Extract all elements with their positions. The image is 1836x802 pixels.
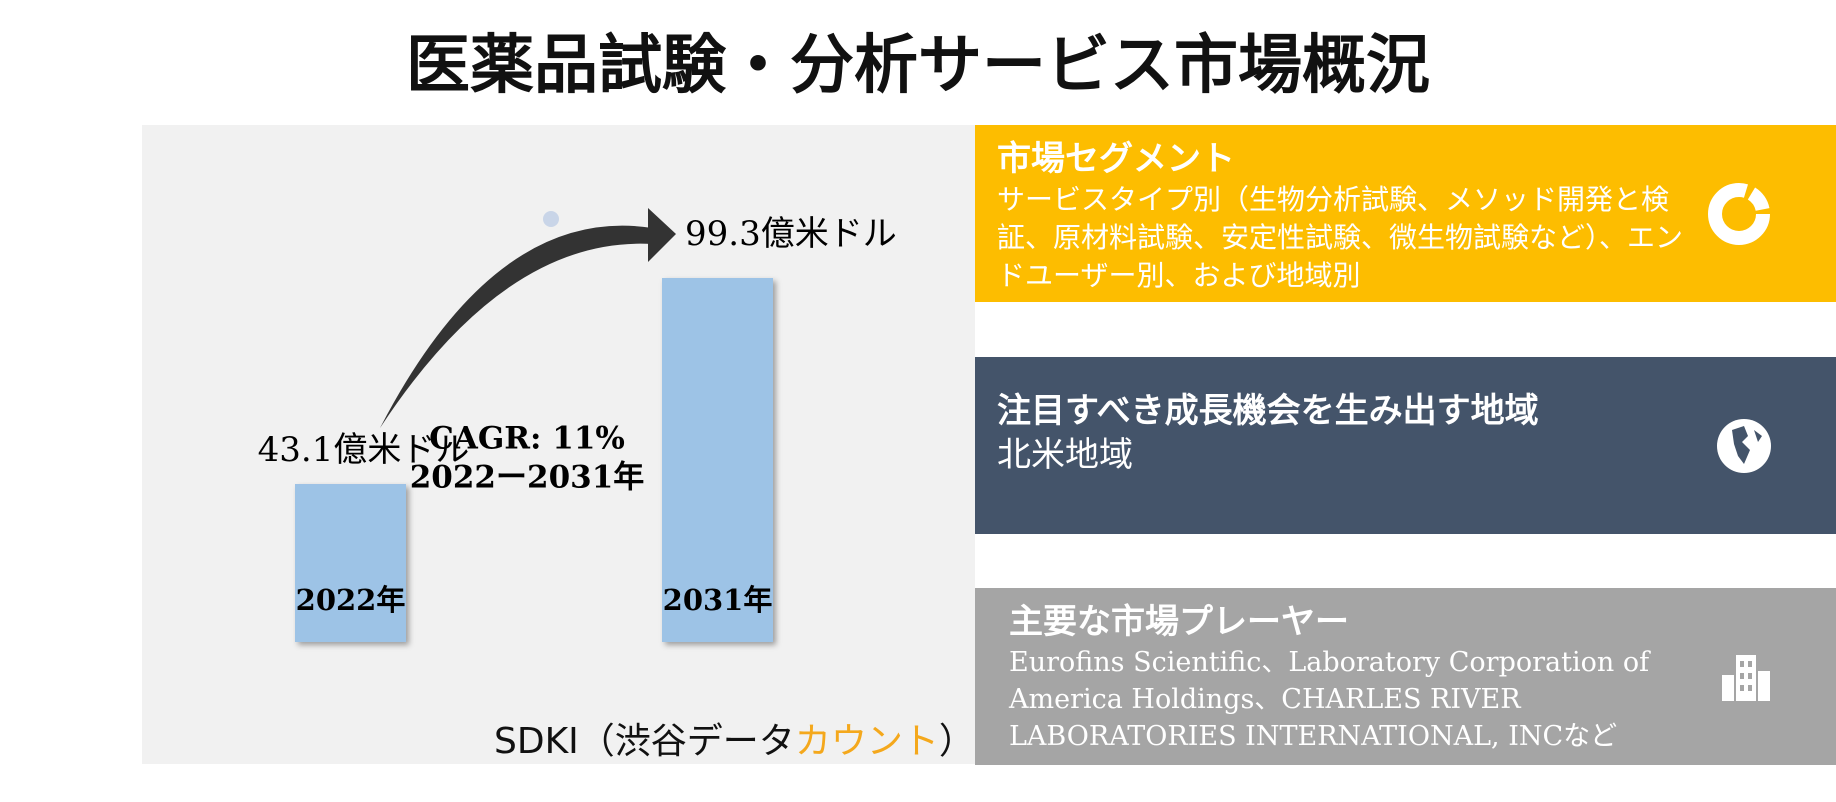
donut-icon — [1708, 182, 1770, 245]
bar — [295, 484, 406, 642]
value-label: 99.3億米ドル — [685, 214, 897, 254]
cagr-period: 2022ー2031年 — [410, 460, 645, 496]
bar-category-label: 2031年 — [663, 583, 773, 617]
globe-icon — [1717, 418, 1771, 473]
region-panel: 注目すべき成長機会を生み出す地域 北米地域 — [975, 357, 1836, 534]
segment-panel: 市場セグメント サービスタイプ別（生物分析試験、メソッド開発と検証、原材料試験、… — [975, 125, 1836, 302]
brand-highlight: カウント — [794, 721, 939, 762]
bar-category-label: 2022年 — [296, 583, 406, 617]
panel-heading: 市場セグメント — [997, 139, 1235, 179]
chart-background — [142, 125, 975, 764]
page-title: 医薬品試験・分析サービス市場概況 — [406, 28, 1430, 103]
bar — [662, 278, 773, 642]
brand-suffix: ） — [938, 721, 975, 762]
brand: SDKI（渋谷データカウント） — [494, 712, 975, 764]
panel-text: Eurofins Scientific、Laboratory Corporati… — [1009, 647, 1650, 752]
value-label: 43.1億米ドル — [258, 430, 470, 470]
cagr-rate: CAGR: 11% — [429, 421, 625, 457]
building-icon — [1722, 654, 1770, 701]
growth-arrow — [380, 225, 652, 429]
panel-text: サービスタイプ別（生物分析試験、メソッド開発と検証、原材料試験、安定性試験、微生… — [997, 183, 1684, 292]
panel-heading: 注目すべき成長機会を生み出す地域 — [997, 391, 1539, 431]
panel-text: 北米地域 — [997, 435, 1133, 475]
arrow-dot — [543, 211, 559, 227]
brand-prefix: SDKI（渋谷データ — [494, 721, 795, 762]
players-panel: 主要な市場プレーヤー Eurofins Scientific、Laborator… — [975, 588, 1836, 765]
panel-heading: 主要な市場プレーヤー — [1009, 602, 1349, 642]
arrow-head — [648, 208, 676, 262]
chart: CAGR: 11% 2022ー2031年 2022年 2031年 43.1億米ドル 9… — [142, 125, 975, 764]
